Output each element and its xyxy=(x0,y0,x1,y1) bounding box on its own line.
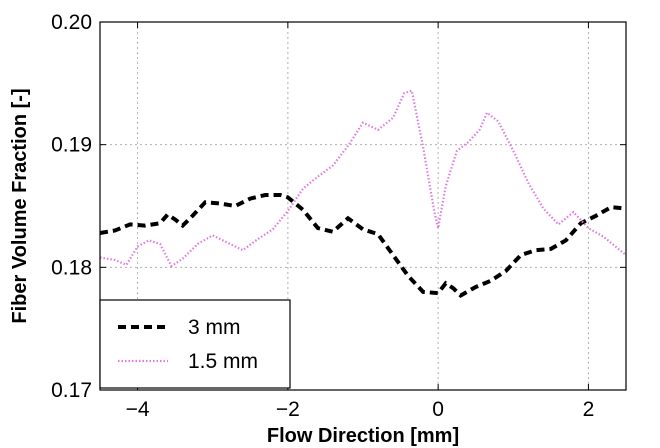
x-axis-label: Flow Direction [mm] xyxy=(267,425,459,447)
y-tick-label: 0.17 xyxy=(51,379,92,402)
y-tick-label: 0.18 xyxy=(51,256,92,279)
plot-frame xyxy=(99,21,627,391)
axis-ticks: −4 −2 0 2 0.17 0.18 0.19 0.20 xyxy=(51,11,626,421)
legend: 3 mm 1.5 mm xyxy=(99,299,291,389)
series-line-1 xyxy=(99,193,627,298)
x-tick-label: 2 xyxy=(583,398,595,421)
series-line-2 xyxy=(99,89,627,268)
y-tick-label: 0.20 xyxy=(51,11,92,34)
legend-label: 3 mm xyxy=(188,316,241,339)
x-tick-label: −2 xyxy=(276,398,300,421)
y-tick-label: 0.19 xyxy=(51,134,92,157)
legend-label: 1.5 mm xyxy=(188,350,258,373)
y-axis-label: Fiber Volume Fraction [-] xyxy=(9,88,31,323)
legend-box xyxy=(99,299,291,389)
x-tick-label: −4 xyxy=(126,398,150,421)
series-lines xyxy=(99,89,627,298)
x-tick-label: 0 xyxy=(432,398,444,421)
